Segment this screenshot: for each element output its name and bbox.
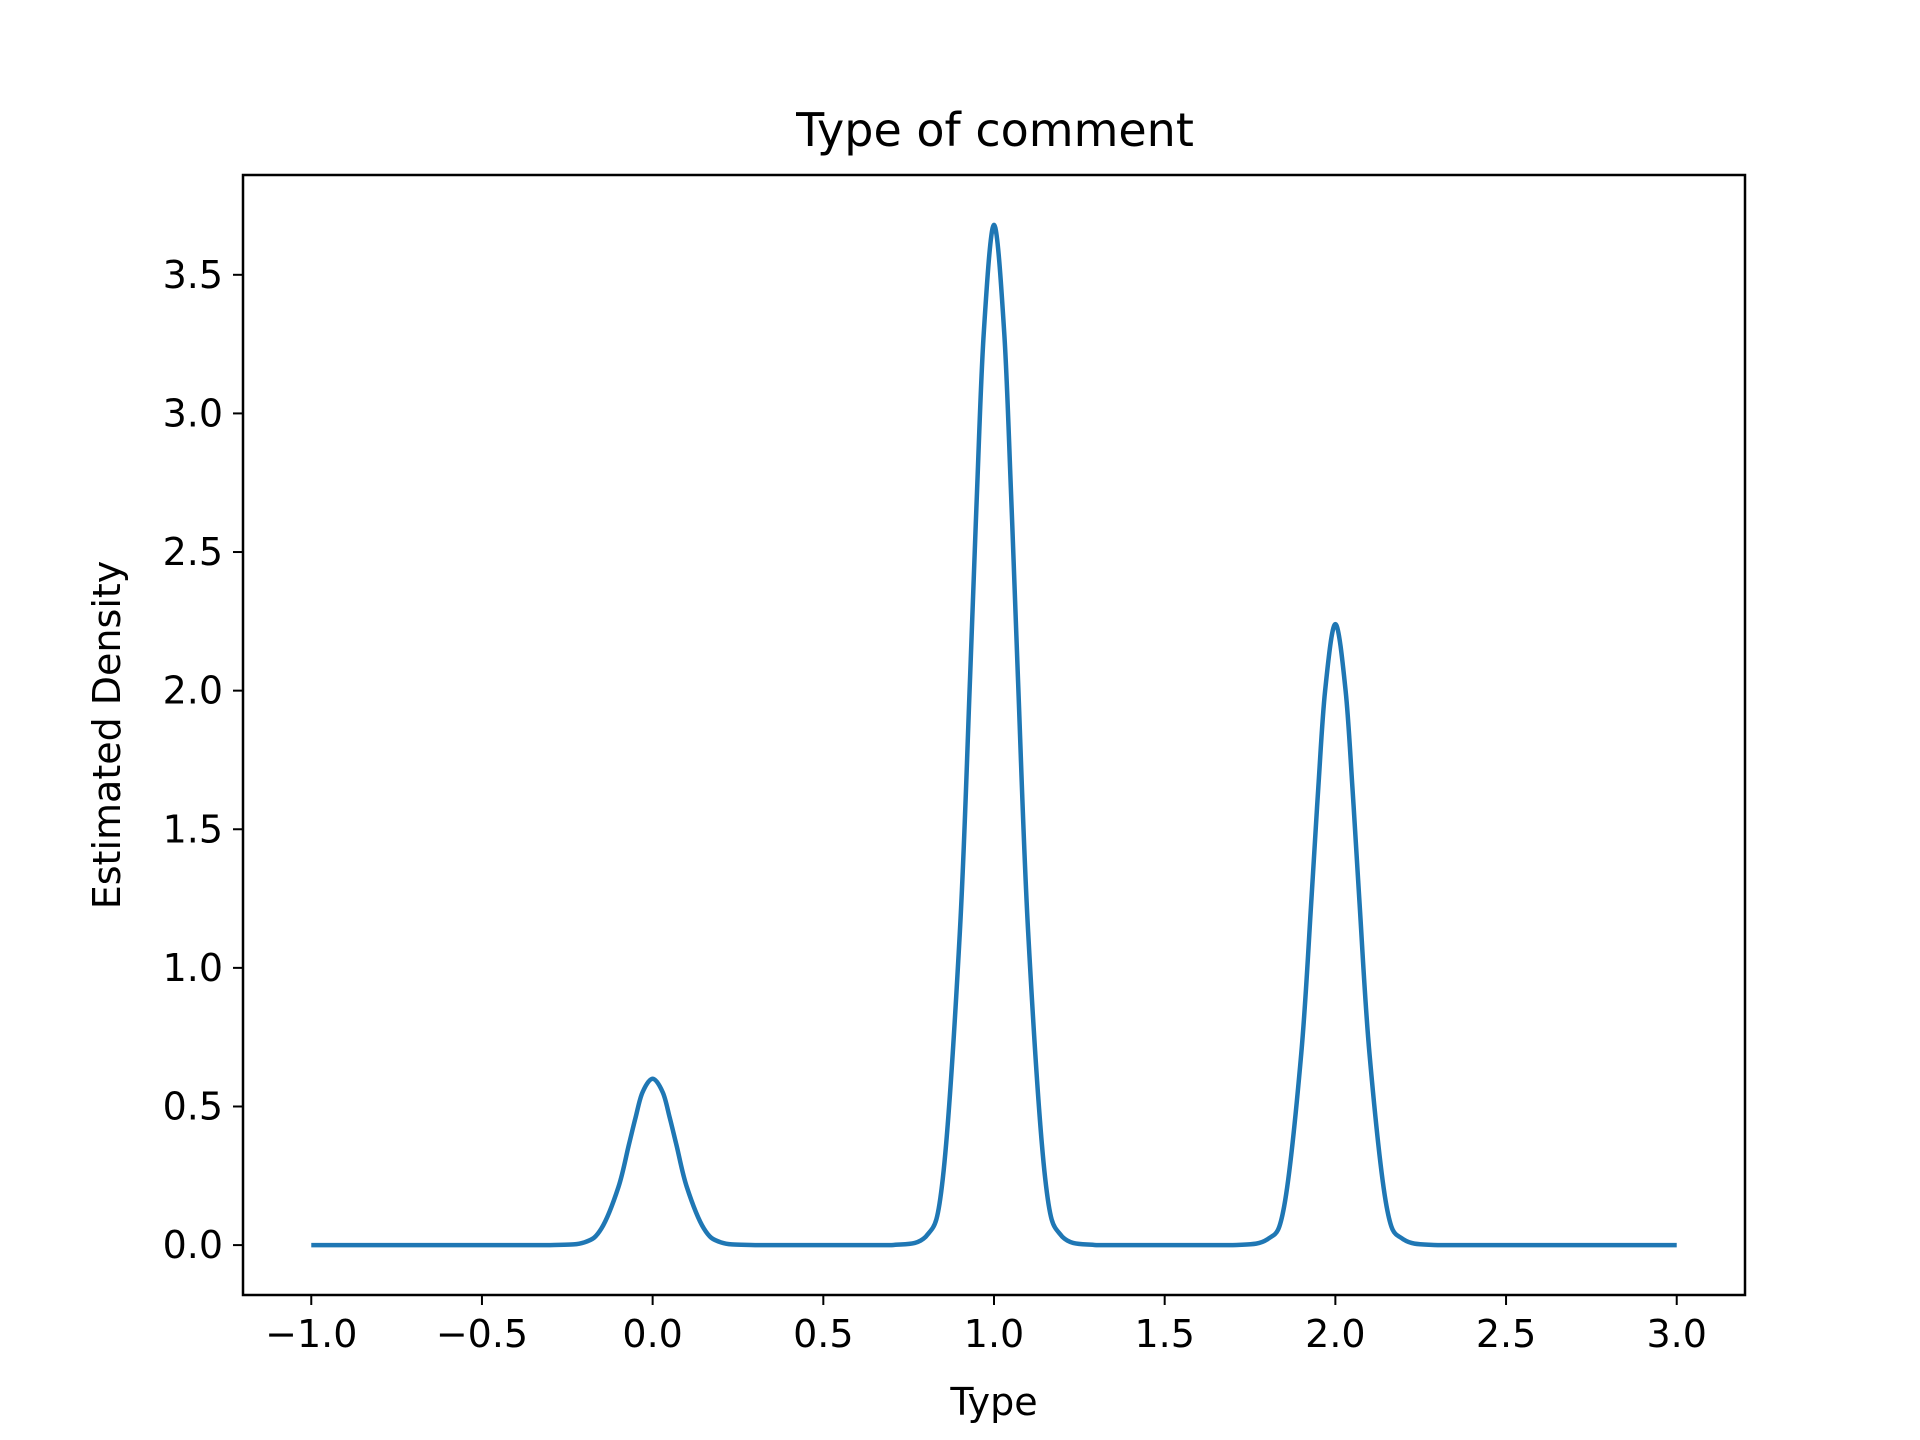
x-tick-label: 2.0 (1305, 1312, 1365, 1356)
y-axis-label: Estimated Density (85, 561, 129, 910)
y-tick-label: 1.5 (163, 807, 223, 851)
y-tick-label: 2.0 (163, 669, 223, 713)
x-tick-label: 3.0 (1647, 1312, 1707, 1356)
x-tick-label: 1.0 (964, 1312, 1024, 1356)
y-tick-label: 3.0 (163, 391, 223, 435)
x-tick-label: 2.5 (1476, 1312, 1536, 1356)
y-tick-label: 1.0 (163, 946, 223, 990)
x-tick-label: −0.5 (436, 1312, 528, 1356)
density-line (311, 222, 1677, 1248)
y-tick-label: 0.5 (163, 1084, 223, 1128)
x-tick-label: 1.5 (1134, 1312, 1194, 1356)
x-tick-label: 0.5 (793, 1312, 853, 1356)
chart-title: Type of comment (795, 103, 1194, 157)
y-tick-label: 0.0 (163, 1223, 223, 1267)
plot-area (311, 222, 1677, 1248)
x-axis-label: Type (949, 1380, 1037, 1424)
x-tick-label: 0.0 (622, 1312, 682, 1356)
x-axis: −1.0 −0.5 0.0 0.5 1.0 1.5 2.0 2.5 3.0 (265, 1295, 1707, 1356)
x-tick-label: −1.0 (265, 1312, 357, 1356)
y-tick-label: 2.5 (163, 530, 223, 574)
y-axis: 0.0 0.5 1.0 1.5 2.0 2.5 3.0 3.5 (163, 253, 243, 1267)
y-tick-label: 3.5 (163, 253, 223, 297)
